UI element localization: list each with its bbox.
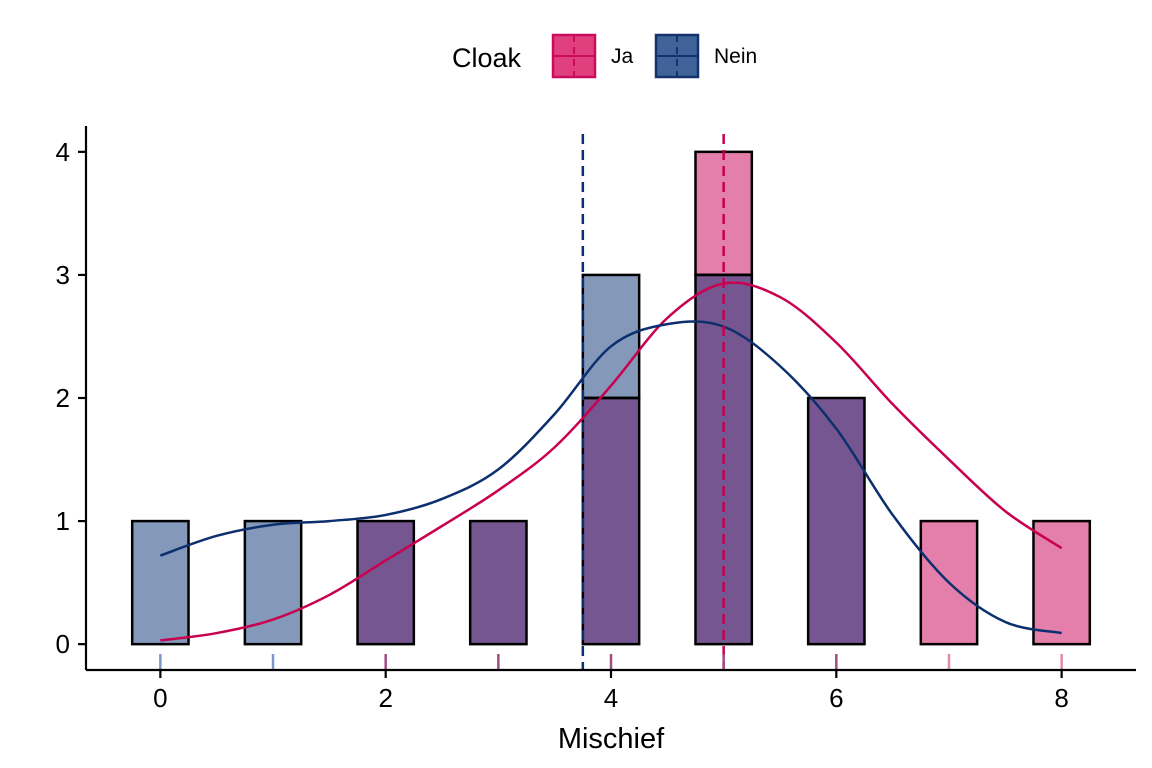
y-tick-label-2: 2	[56, 383, 70, 413]
density-curve-ja	[160, 281, 1063, 642]
density-curve-nein	[159, 320, 1062, 635]
bar-overlap-2	[356, 519, 416, 646]
x-tick-label-0: 0	[153, 683, 167, 713]
bar-nein-0	[130, 519, 190, 646]
legend-title: Cloak	[452, 43, 522, 73]
y-tick-label-1: 1	[56, 506, 70, 536]
x-tick-label-6: 6	[829, 683, 843, 713]
bar-nein-4	[581, 273, 641, 400]
bar-nein-1	[243, 519, 303, 646]
rug-marks	[159, 654, 1063, 670]
x-axis-ticks: 0 2 4 6 8	[153, 670, 1069, 713]
x-axis-title: Mischief	[558, 723, 665, 755]
y-tick-label-4: 4	[56, 137, 70, 167]
bar-overlap-4	[581, 396, 641, 646]
y-tick-label-0: 0	[56, 629, 70, 659]
mean-lines	[581, 134, 725, 670]
bar-ja-7	[919, 519, 979, 646]
legend-key-ja	[551, 33, 597, 79]
bar-overlap-6	[806, 396, 866, 646]
legend: Cloak Ja Nein	[452, 33, 757, 79]
bar-overlap-3	[468, 519, 528, 646]
histogram-bars	[130, 150, 1092, 646]
x-tick-label-4: 4	[604, 683, 618, 713]
bar-ja-8	[1032, 519, 1092, 646]
y-tick-label-3: 3	[56, 260, 70, 290]
legend-label-ja: Ja	[611, 45, 634, 68]
legend-key-nein	[654, 33, 700, 79]
x-tick-label-8: 8	[1054, 683, 1068, 713]
density-curves	[159, 281, 1063, 642]
y-axis-ticks: 0 1 2 3 4	[56, 137, 86, 659]
x-tick-label-2: 2	[378, 683, 392, 713]
legend-label-nein: Nein	[714, 45, 757, 68]
